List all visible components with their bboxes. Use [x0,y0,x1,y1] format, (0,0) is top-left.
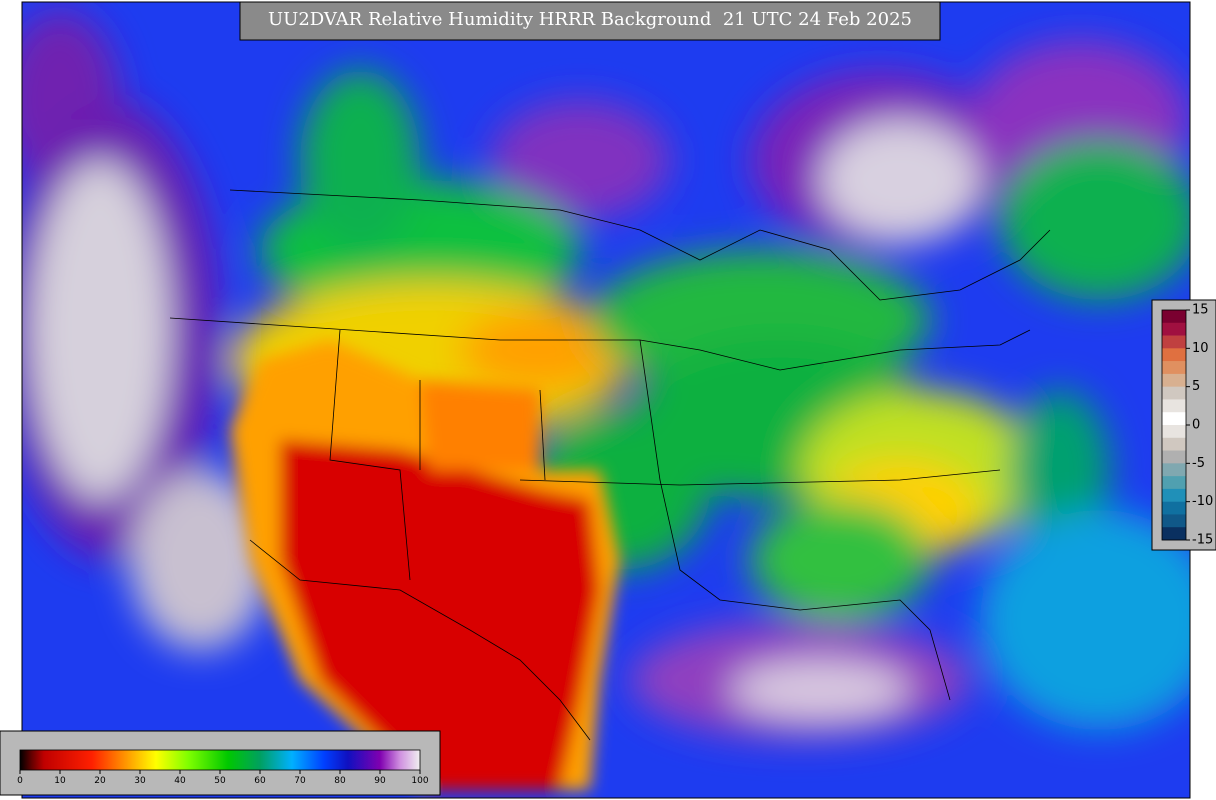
tick-label: 80 [334,776,346,786]
colorbar-block [1162,527,1186,541]
map-title: UU2DVAR Relative Humidity HRRR Backgroun… [268,9,912,30]
colorbar-block [1162,322,1186,336]
tick-label: 50 [214,776,226,786]
colorbar-block [1162,310,1186,324]
tick-label: 70 [294,776,306,786]
tick-label: 5 [1192,379,1200,394]
colorbar-block [1162,514,1186,528]
colorbar-block [1162,425,1186,439]
rh-colorbar [19,749,421,771]
colorbar-block [1162,501,1186,515]
colorbar-block [1162,386,1186,400]
colorbar-block [1162,373,1186,387]
colorbar-block [1162,361,1186,375]
colorbar-block [1162,335,1186,349]
diff-ticks: 15 10 5 0 -5 -10 -15 [1186,303,1213,548]
tick-label: 10 [54,776,66,786]
tick-label: 0 [17,776,23,786]
rh-ticks: 0 10 20 30 40 50 60 70 80 90 100 [17,770,429,786]
colorbar-block [1162,348,1186,362]
tick-label: 40 [174,776,186,786]
tick-label: 15 [1192,303,1209,318]
diff-colorbar [1161,309,1187,541]
colorbar-block [1162,463,1186,477]
colorbar-block [1162,488,1186,502]
tick-label: -10 [1192,494,1213,509]
tick-label: 100 [411,776,428,786]
tick-label: 30 [134,776,146,786]
tick-label: 0 [1192,418,1200,433]
tick-label: -15 [1192,533,1213,548]
title-box [239,1,941,41]
boundaries [169,189,1051,741]
tick-label: 10 [1192,341,1209,356]
colorbar-block [1162,399,1186,413]
colorbar-block [1162,476,1186,490]
tick-label: 20 [94,776,106,786]
tick-label: 90 [374,776,386,786]
colorbar-block [1162,412,1186,426]
tick-label: -5 [1192,456,1205,471]
tick-label: 60 [254,776,266,786]
colorbar-block [1162,450,1186,464]
colorbar-block [1162,437,1186,451]
